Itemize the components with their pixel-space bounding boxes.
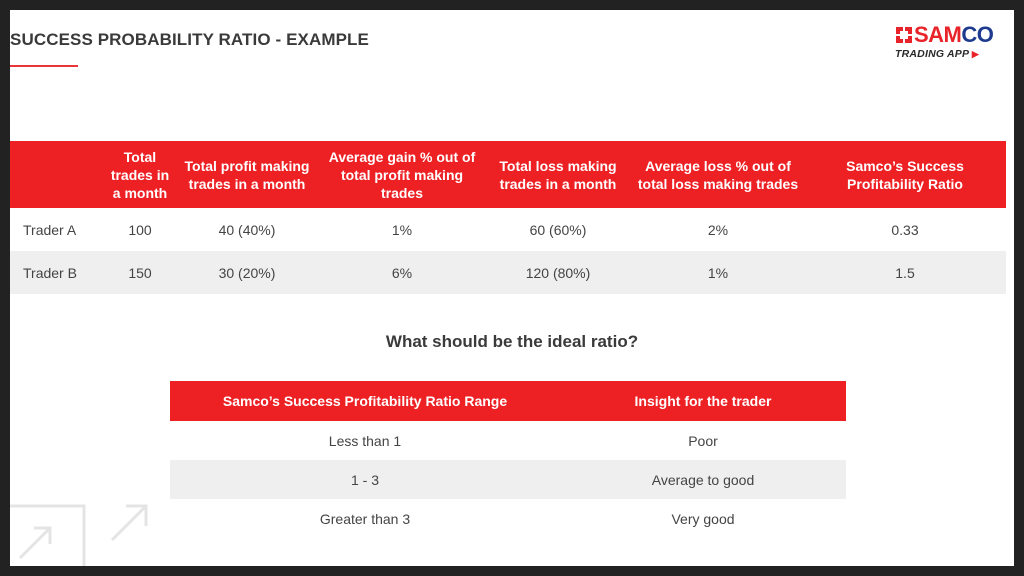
logo-wordmark-sam: SAM <box>914 22 962 47</box>
header-cell-total-trades: Total trades in a month <box>110 148 170 201</box>
logo-tagline-text: TRADING APP <box>895 48 969 60</box>
table-header: Total trades in a month Total profit mak… <box>10 141 1006 208</box>
cell-ratio: 1.5 <box>895 264 915 281</box>
header-cell-insight: Insight for the trader <box>634 393 772 409</box>
logo-wordmark: SAMCO <box>914 22 994 47</box>
cell-insight: Very good <box>671 510 735 527</box>
trader-comparison-table: Total trades in a month Total profit mak… <box>10 141 1006 294</box>
header-cell-ratio: Samco’s Success Profitability Ratio <box>846 157 964 192</box>
header-cell-ratio-range: Samco’s Success Profitability Ratio Rang… <box>222 393 508 409</box>
samco-logo-mark-icon <box>896 27 912 43</box>
header-cell-average-gain: Average gain % out of total profit makin… <box>328 148 476 201</box>
cell-ratio-range: Less than 1 <box>328 432 402 449</box>
cell-profit-trades: 30 (20%) <box>218 264 276 281</box>
logo-tagline: TRADING APP ▶ <box>895 48 979 60</box>
cell-ratio: 0.33 <box>891 221 919 238</box>
table-header: Samco’s Success Profitability Ratio Rang… <box>170 381 846 421</box>
cell-insight: Poor <box>688 432 718 449</box>
table-row: Less than 1 Poor <box>170 421 846 460</box>
cell-total-trades: 150 <box>128 264 152 281</box>
cell-loss-trades: 120 (80%) <box>525 264 591 281</box>
header-cell-loss-trades: Total loss making trades in a month <box>499 157 617 192</box>
cell-trader-name: Trader B <box>23 264 77 281</box>
cell-ratio-range: 1 - 3 <box>350 471 379 488</box>
page-title: SUCCESS PROBABILITY RATIO - EXAMPLE <box>10 30 369 49</box>
table-row: 1 - 3 Average to good <box>170 460 846 499</box>
decorative-arrow-icons <box>10 504 148 566</box>
slide: SUCCESS PROBABILITY RATIO - EXAMPLE SAMC… <box>10 10 1014 566</box>
cell-average-gain: 6% <box>391 264 413 281</box>
cell-trader-name: Trader A <box>23 221 77 238</box>
table-row: Greater than 3 Very good <box>170 499 846 538</box>
cell-insight: Average to good <box>651 471 755 488</box>
cell-ratio-range: Greater than 3 <box>319 510 411 527</box>
logo-wordmark-co: CO <box>961 22 994 47</box>
cell-average-loss: 2% <box>707 221 729 238</box>
section-subtitle: What should be the ideal ratio? <box>385 332 639 351</box>
play-arrow-icon: ▶ <box>971 49 980 59</box>
header-cell-average-loss: Average loss % out of total loss making … <box>637 157 799 192</box>
header-cell-profit-trades: Total profit making trades in a month <box>184 157 310 192</box>
title-underline <box>10 65 78 67</box>
cell-average-loss: 1% <box>707 264 729 281</box>
samco-logo: SAMCO TRADING APP ▶ <box>894 23 1006 63</box>
table-row: Trader B 150 30 (20%) 6% 120 (80%) 1% 1.… <box>10 251 1006 294</box>
ratio-range-table: Samco’s Success Profitability Ratio Rang… <box>170 381 846 538</box>
cell-average-gain: 1% <box>391 221 413 238</box>
cell-loss-trades: 60 (60%) <box>529 221 587 238</box>
cell-profit-trades: 40 (40%) <box>218 221 276 238</box>
cell-total-trades: 100 <box>128 221 152 238</box>
table-row: Trader A 100 40 (40%) 1% 60 (60%) 2% 0.3… <box>10 208 1006 251</box>
